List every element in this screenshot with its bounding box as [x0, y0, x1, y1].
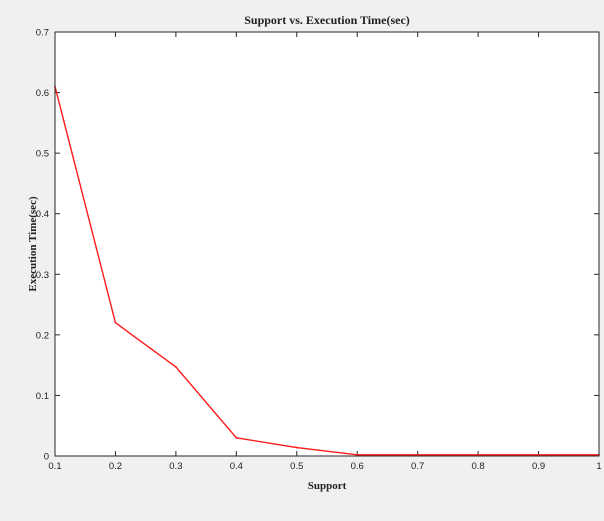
- y-tick-label: 0.4: [36, 209, 49, 220]
- x-tick-label: 0.6: [351, 461, 364, 472]
- data-point: [235, 436, 238, 439]
- y-tick-label: 0.7: [36, 28, 49, 39]
- data-point: [356, 453, 359, 456]
- y-tick-label: 0.5: [36, 149, 49, 160]
- x-axis-label: Support: [308, 480, 347, 492]
- x-tick-label: 0.8: [472, 461, 485, 472]
- axes-box: [54, 31, 600, 457]
- chart-title: Support vs. Execution Time(sec): [244, 13, 410, 27]
- data-point: [174, 366, 177, 368]
- y-axis-label: Execution Time(sec): [27, 196, 39, 292]
- x-tick-label: 0.3: [169, 461, 182, 472]
- data-point: [295, 446, 298, 449]
- y-tick-label: 0.2: [36, 330, 49, 341]
- x-tick-label: 0.9: [532, 461, 545, 472]
- data-point: [416, 453, 419, 456]
- x-tick-label: 0.4: [230, 461, 243, 472]
- y-tick-label: 0.6: [36, 88, 49, 99]
- series-line: [54, 86, 599, 456]
- data-point: [537, 453, 540, 456]
- ticks-layer: 0.1 0.2 0.3 0.4 0.5 0.6 0.7 0.8 0.9 100.10.20.30.…: [36, 28, 602, 473]
- data-point: [477, 453, 480, 456]
- x-tick-label: 0.2: [109, 461, 122, 472]
- data-point: [114, 321, 117, 324]
- x-tick-label: 0.7: [411, 461, 424, 472]
- x-tick-label: 0.5: [290, 461, 303, 472]
- plot-area: [55, 32, 599, 456]
- y-tick-label: 0.3: [36, 270, 49, 281]
- x-tick-label: 0.1: [48, 461, 61, 472]
- x-tick-label: 1: [596, 461, 601, 472]
- y-tick-label: 0.1: [36, 391, 49, 402]
- y-tick-label: 0: [44, 452, 49, 463]
